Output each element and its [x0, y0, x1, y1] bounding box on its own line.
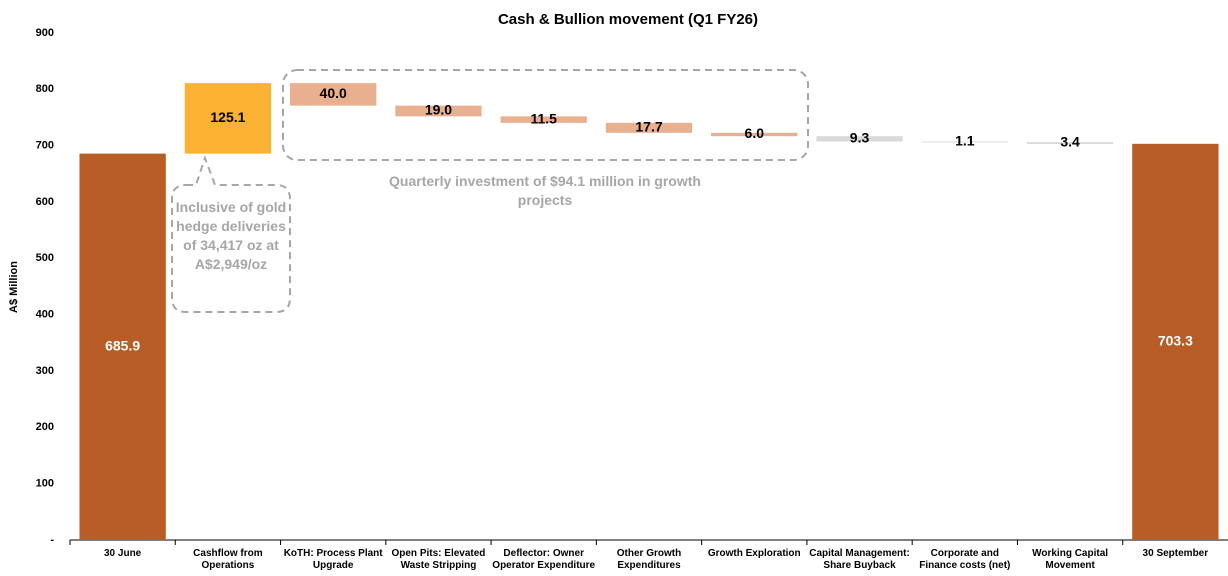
value-label: 40.0 [320, 85, 347, 101]
bar [605, 122, 693, 133]
bar [921, 141, 1008, 143]
x-tick-label: 30 September [1142, 548, 1209, 559]
x-tick-label: Open Pits: Elevated Waste Stripping [391, 548, 486, 571]
y-tick-label: 200 [36, 421, 54, 433]
x-tick-label: 30 June [104, 548, 142, 559]
y-tick-label: - [50, 534, 54, 546]
value-label: 11.5 [530, 110, 557, 126]
bar [395, 105, 482, 117]
value-label: 6.0 [745, 125, 765, 141]
y-tick-label: 300 [36, 365, 54, 377]
y-tick-label: 700 [36, 140, 54, 152]
y-axis-label: A$ Million [8, 261, 20, 313]
group-box [282, 69, 809, 161]
chart-title: Cash & Bullion movement (Q1 FY26) [498, 11, 758, 28]
callout-text: Inclusive of gold hedge deliveries of 34… [175, 199, 287, 272]
y-tick-label: 500 [36, 252, 54, 264]
x-tick-label: Corporate and Finance costs (net) [919, 548, 1011, 571]
x-tick-label: Other Growth Expenditures [616, 548, 682, 571]
y-tick-label: 600 [36, 196, 54, 208]
bar [500, 116, 587, 123]
bar [711, 132, 798, 137]
bar [1132, 143, 1219, 540]
x-tick-label: Deflector: Owner Operator Expenditure [492, 548, 596, 571]
bar [184, 83, 272, 154]
x-tick-label: Growth Exploration [707, 548, 801, 559]
x-tick-label: Cashflow from Operations [193, 548, 263, 571]
y-tick-label: 400 [36, 309, 54, 321]
value-label: 17.7 [635, 119, 662, 135]
x-tick-label: Working Capital Movement [1032, 548, 1109, 571]
callout-box [171, 154, 291, 313]
y-tick-label: 800 [36, 83, 54, 95]
y-tick-label: 100 [36, 478, 54, 490]
bar [290, 83, 377, 106]
value-label: 125.1 [210, 109, 245, 125]
value-label: 703.3 [1158, 333, 1193, 349]
bar [79, 153, 166, 540]
value-label: 1.1 [955, 133, 975, 149]
value-label: 3.4 [1060, 134, 1080, 150]
value-label: 19.0 [425, 102, 452, 118]
bar [1026, 142, 1114, 144]
x-tick-label: KoTH: Process Plant Upgrade [283, 548, 383, 571]
group-note: Quarterly investment of $94.1 million in… [389, 173, 701, 208]
value-label: 685.9 [105, 338, 140, 354]
bar [816, 136, 903, 142]
y-tick-label: 900 [36, 27, 54, 39]
x-tick-label: Capital Management: Share Buyback [809, 548, 910, 571]
value-label: 9.3 [850, 130, 870, 146]
